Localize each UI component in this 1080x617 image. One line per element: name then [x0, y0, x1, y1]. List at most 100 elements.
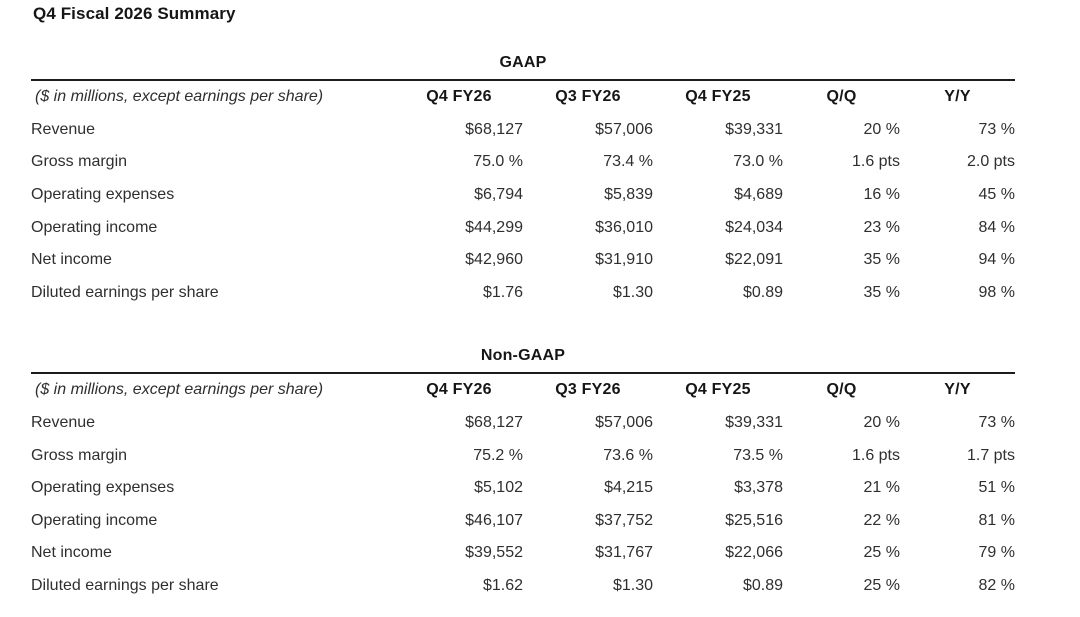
cell-value: 35 %	[863, 251, 900, 269]
summary-page: Q4 Fiscal 2026 Summary GAAP ($ in millio…	[31, 4, 1015, 602]
page-title: Q4 Fiscal 2026 Summary	[33, 4, 236, 23]
cell-value: $31,767	[595, 544, 653, 562]
column-header-q3fy26: Q3 FY26	[555, 381, 621, 399]
cell-value: 20 %	[863, 414, 900, 432]
table-row: Net income $42,960 $31,910 $22,091 35 % 94 %	[31, 244, 1015, 277]
non-gaap-section-title: Non-GAAP	[480, 347, 566, 365]
non-gaap-table: ($ in millions, except earnings per shar…	[31, 372, 1015, 602]
cell-value: 51 %	[978, 479, 1015, 497]
non-gaap-section: Non-GAAP ($ in millions, except earnings…	[31, 348, 1015, 602]
cell-value: 20 %	[863, 120, 900, 138]
cell-value: $1.30	[612, 577, 653, 595]
cell-value: $1.62	[482, 577, 523, 595]
gaap-table-body: Revenue $68,127 $57,006 $39,331 20 % 73 % Gros…	[31, 114, 1015, 310]
table-row: Diluted earnings per share $1.62 $1.30 $0.8…	[31, 570, 1015, 603]
gaap-section-title: GAAP	[499, 54, 547, 71]
row-label: Operating expenses	[31, 479, 175, 497]
cell-value: 16 %	[863, 186, 900, 204]
cell-value: $24,034	[725, 218, 783, 236]
row-label: Gross margin	[31, 446, 128, 464]
row-label: Operating expenses	[31, 186, 175, 204]
column-header-q4fy25: Q4 FY25	[685, 88, 751, 106]
cell-value: 94 %	[978, 251, 1015, 269]
table-note: ($ in millions, except earnings per shar…	[35, 381, 324, 399]
cell-value: $68,127	[465, 414, 523, 432]
row-label: Revenue	[31, 414, 96, 432]
row-label: Operating income	[31, 218, 158, 236]
cell-value: 73 %	[978, 120, 1015, 138]
cell-value: 79 %	[978, 544, 1015, 562]
cell-value: 1.7 pts	[966, 446, 1015, 464]
column-header-yy: Y/Y	[944, 88, 971, 106]
cell-value: $39,331	[725, 414, 783, 432]
table-row: Net income $39,552 $31,767 $22,066 25 % 79 %	[31, 537, 1015, 570]
table-row: Operating income $44,299 $36,010 $24,034 23 …	[31, 211, 1015, 244]
non-gaap-table-header: ($ in millions, except earnings per shar…	[31, 373, 1015, 407]
table-row: Diluted earnings per share $1.76 $1.30 $0.8…	[31, 277, 1015, 310]
non-gaap-table-body: Revenue $68,127 $57,006 $39,331 20 % 73 % Gros…	[31, 407, 1015, 603]
cell-value: 73 %	[978, 414, 1015, 432]
cell-value: $31,910	[595, 251, 653, 269]
column-header-qq: Q/Q	[826, 381, 857, 399]
table-note: ($ in millions, except earnings per shar…	[35, 88, 324, 106]
column-header-q4fy26: Q4 FY26	[426, 381, 492, 399]
cell-value: $1.30	[612, 283, 653, 301]
column-header-q4fy25: Q4 FY25	[685, 381, 751, 399]
cell-value: $22,066	[725, 544, 783, 562]
cell-value: $25,516	[725, 511, 783, 529]
column-header-yy: Y/Y	[944, 381, 971, 399]
cell-value: 75.2 %	[473, 446, 523, 464]
cell-value: $5,102	[474, 479, 523, 497]
cell-value: 45 %	[978, 186, 1015, 204]
cell-value: $1.76	[482, 283, 523, 301]
cell-value: 81 %	[978, 511, 1015, 529]
table-row: Operating expenses $5,102 $4,215 $3,378 21 %…	[31, 472, 1015, 505]
table-row: Gross margin 75.2 % 73.6 % 73.5 % 1.6 pts 1.7…	[31, 439, 1015, 472]
cell-value: 23 %	[863, 218, 900, 236]
table-row: Operating expenses $6,794 $5,839 $4,689 16 %…	[31, 179, 1015, 212]
gaap-section: GAAP ($ in millions, except earnings per…	[31, 55, 1015, 309]
cell-value: $42,960	[465, 251, 523, 269]
column-header-q4fy26: Q4 FY26	[426, 88, 492, 106]
cell-value: $36,010	[595, 218, 653, 236]
cell-value: $46,107	[465, 511, 523, 529]
row-label: Gross margin	[31, 153, 128, 171]
header-row: ($ in millions, except earnings per shar…	[31, 80, 1015, 114]
row-label: Operating income	[31, 511, 158, 529]
cell-value: 25 %	[863, 577, 900, 595]
row-label: Net income	[31, 251, 112, 269]
cell-value: $57,006	[595, 120, 653, 138]
cell-value: 21 %	[863, 479, 900, 497]
cell-value: $68,127	[465, 120, 523, 138]
cell-value: $37,752	[595, 511, 653, 529]
header-row: ($ in millions, except earnings per shar…	[31, 373, 1015, 407]
column-header-qq: Q/Q	[826, 88, 857, 106]
cell-value: 73.0 %	[733, 153, 783, 171]
table-row: Revenue $68,127 $57,006 $39,331 20 % 73 %	[31, 407, 1015, 440]
cell-value: $4,215	[604, 479, 653, 497]
table-row: Gross margin 75.0 % 73.4 % 73.0 % 1.6 pts 2.0…	[31, 146, 1015, 179]
cell-value: $0.89	[742, 577, 783, 595]
cell-value: 2.0 pts	[966, 153, 1015, 171]
cell-value: $6,794	[474, 186, 523, 204]
cell-value: $57,006	[595, 414, 653, 432]
cell-value: 1.6 pts	[851, 153, 900, 171]
cell-value: $39,552	[465, 544, 523, 562]
cell-value: 82 %	[978, 577, 1015, 595]
cell-value: $0.89	[742, 283, 783, 301]
row-label: Revenue	[31, 120, 96, 138]
cell-value: 1.6 pts	[851, 446, 900, 464]
row-label: Diluted earnings per share	[31, 577, 219, 595]
column-header-q3fy26: Q3 FY26	[555, 88, 621, 106]
table-row: Revenue $68,127 $57,006 $39,331 20 % 73 %	[31, 114, 1015, 147]
row-label: Net income	[31, 544, 112, 562]
cell-value: 73.5 %	[733, 446, 783, 464]
cell-value: 73.6 %	[603, 446, 653, 464]
cell-value: $39,331	[725, 120, 783, 138]
cell-value: 73.4 %	[603, 153, 653, 171]
cell-value: 35 %	[863, 283, 900, 301]
cell-value: $22,091	[725, 251, 783, 269]
cell-value: $5,839	[604, 186, 653, 204]
row-label: Diluted earnings per share	[31, 283, 219, 301]
cell-value: 75.0 %	[473, 153, 523, 171]
